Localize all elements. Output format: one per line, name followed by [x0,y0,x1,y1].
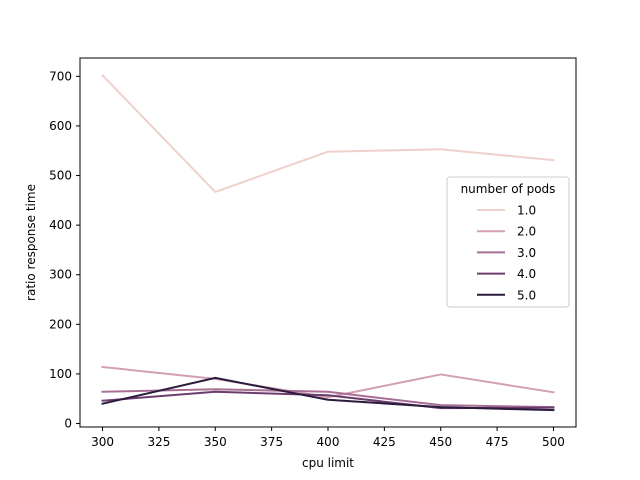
x-tick-label: 450 [429,435,452,449]
legend-label: 2.0 [517,225,536,239]
x-tick-label: 475 [486,435,509,449]
y-tick-label: 300 [49,268,72,282]
x-tick-label: 400 [317,435,340,449]
y-tick-label: 200 [49,317,72,331]
legend-box [446,176,570,308]
y-tick-label: 600 [49,119,72,133]
series-line-1.0 [101,73,555,193]
y-tick-label: 700 [49,69,72,83]
x-tick-label: 350 [204,435,227,449]
legend-label: 1.0 [517,204,536,218]
legend-entry-1.0: 1.0 [477,204,536,218]
legend-entry-5.0: 5.0 [477,288,536,302]
series-line-3.0 [101,388,555,409]
series-line-5.0 [101,376,555,412]
series-line-2.0 [101,365,555,399]
legend-entry-2.0: 2.0 [477,225,536,239]
y-axis-ticks: 0 100 200 300 400 500 600 700 [49,69,80,431]
legend-entry-4.0: 4.0 [477,267,536,281]
y-tick-label: 400 [49,218,72,232]
x-tick-label: 425 [373,435,396,449]
legend-entry-3.0: 3.0 [477,246,536,260]
series-layer [101,73,555,412]
x-tick-label: 325 [147,435,170,449]
y-tick-label: 0 [64,417,72,431]
legend-entries: 1.0 2.0 3.0 4.0 5.0 [477,204,536,302]
legend-label: 4.0 [517,267,536,281]
legend: number of pods 1.0 2.0 3.0 4.0 5.0 [446,176,570,308]
x-axis-label: cpu limit [302,456,354,470]
y-tick-label: 500 [49,169,72,183]
legend-label: 5.0 [517,288,536,302]
y-tick-label: 100 [49,367,72,381]
x-axis-ticks: 300 325 350 375 400 425 450 475 500 [91,427,565,449]
x-tick-label: 300 [91,435,114,449]
legend-label: 3.0 [517,246,536,260]
legend-title: number of pods [461,182,556,196]
y-axis-label: ratio response time [24,184,38,301]
x-tick-label: 375 [260,435,283,449]
x-tick-label: 500 [542,435,565,449]
